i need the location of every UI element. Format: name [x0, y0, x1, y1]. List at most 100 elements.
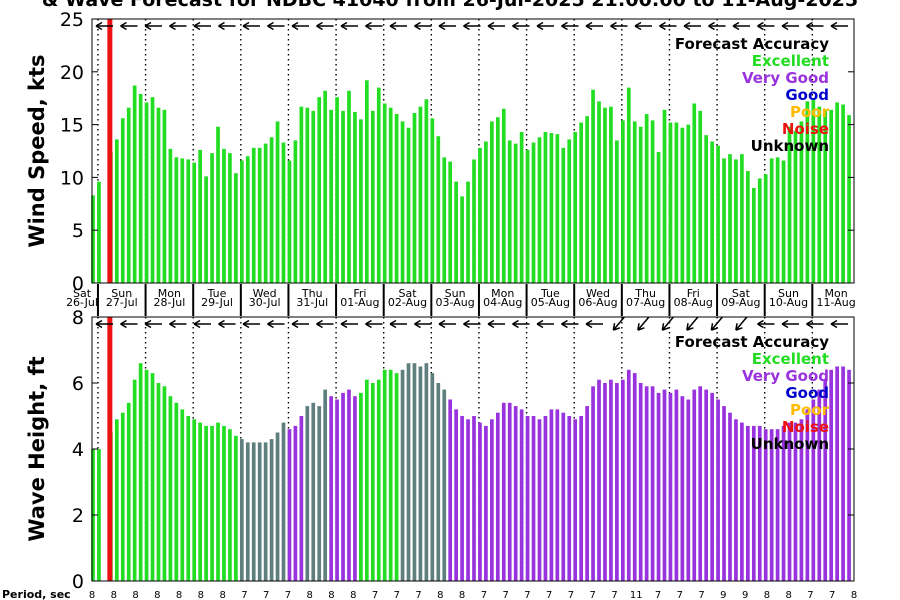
bar [251, 147, 256, 283]
legend-item: Noise [782, 418, 829, 436]
direction-arrow [661, 316, 674, 331]
bar [132, 379, 137, 581]
bar [245, 442, 250, 581]
day-weekday: Tue [540, 287, 560, 300]
bar [763, 174, 768, 283]
bar [626, 87, 631, 283]
period-value: 7 [502, 590, 508, 600]
bar [287, 160, 292, 283]
period-value: 7 [415, 590, 421, 600]
bar [382, 103, 387, 283]
bar [222, 148, 226, 283]
direction-arrow [169, 21, 187, 31]
bar [632, 373, 637, 581]
bar [478, 422, 482, 581]
bar [710, 392, 714, 581]
bar [638, 126, 643, 283]
bar [579, 416, 584, 581]
bar [216, 126, 220, 283]
bar [728, 412, 732, 581]
legend-item: Poor [790, 103, 830, 121]
bar [311, 110, 316, 283]
bar [454, 181, 458, 283]
bar [341, 392, 345, 581]
bar [513, 143, 518, 283]
day-date: 07-Aug [626, 296, 665, 309]
day-weekday: Mon [491, 287, 514, 300]
bar [168, 148, 173, 283]
bar [180, 158, 185, 283]
bar [549, 133, 554, 283]
direction-arrow [316, 21, 334, 31]
bar [620, 120, 625, 283]
direction-arrow [781, 319, 799, 329]
direction-arrow [536, 319, 554, 329]
direction-arrow [806, 319, 824, 329]
direction-arrow [634, 21, 652, 31]
direction-arrow [414, 21, 432, 31]
bar [632, 121, 637, 283]
period-value: 8 [764, 590, 770, 600]
bar [650, 120, 655, 283]
bar [549, 409, 554, 581]
direction-arrow [242, 21, 260, 31]
wave-direction-arrows [95, 316, 848, 331]
direction-arrow [735, 316, 748, 331]
bar [662, 389, 667, 581]
bar [376, 87, 381, 283]
bar [466, 419, 470, 581]
bar [126, 402, 131, 581]
bar [740, 154, 744, 283]
bar [394, 114, 399, 283]
direction-arrow [95, 21, 113, 31]
bar [406, 127, 411, 283]
bar [126, 107, 131, 283]
period-value: 7 [807, 590, 813, 600]
period-value: 8 [154, 590, 160, 600]
wave-y-ticks: 0 2 4 6 8 [72, 307, 854, 593]
direction-arrow [612, 316, 625, 331]
bar [150, 97, 155, 283]
bar [597, 379, 601, 581]
day-weekday: Sat [73, 287, 92, 300]
bar [394, 373, 399, 581]
bar [519, 131, 524, 283]
bar [531, 416, 536, 581]
period-value: 8 [132, 590, 138, 600]
day-weekday: Sun [445, 287, 466, 300]
bar [239, 160, 244, 283]
period-value: 8 [307, 590, 313, 600]
bar [841, 104, 845, 283]
bar [388, 107, 393, 283]
bar [716, 399, 720, 581]
period-label: Period, sec [2, 588, 71, 600]
day-date: 10-Aug [769, 296, 808, 309]
wind-bars [91, 19, 851, 283]
bar [454, 409, 458, 581]
bar [406, 363, 411, 581]
bar [114, 139, 119, 283]
bar [305, 107, 310, 283]
direction-arrow [242, 319, 260, 329]
y-tick-label: 20 [60, 62, 84, 84]
bar [561, 412, 566, 581]
period-value: 9 [742, 590, 748, 600]
wind-y-axis-label: Wind Speed, kts [25, 54, 49, 247]
day-weekday: Sat [732, 287, 751, 300]
direction-arrow [144, 319, 162, 329]
bar [591, 386, 595, 581]
bar [251, 442, 256, 581]
direction-arrow [267, 319, 285, 329]
bar [656, 152, 661, 283]
bar [174, 402, 179, 581]
bar [501, 402, 506, 581]
bar [245, 156, 250, 283]
direction-arrow [585, 21, 603, 31]
legend-item: Good [785, 86, 829, 104]
bar [132, 85, 137, 283]
direction-arrow [659, 21, 677, 31]
bar [686, 124, 691, 283]
bar [388, 369, 393, 581]
bar [531, 142, 536, 283]
period-value: 8 [111, 590, 117, 600]
